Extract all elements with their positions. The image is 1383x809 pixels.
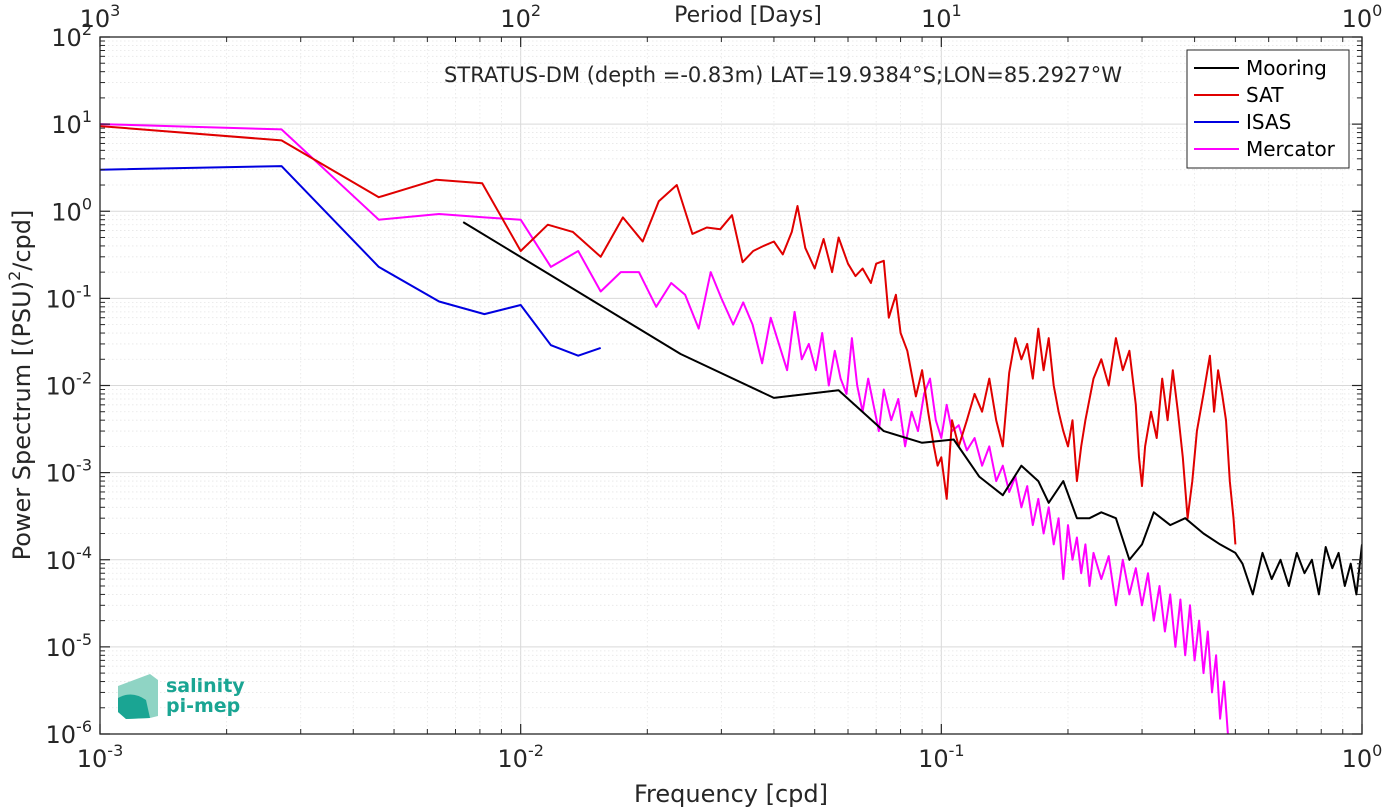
x-tick-label-base: 10 [1342, 745, 1373, 773]
top-tick-label-base: 10 [1342, 5, 1373, 33]
y-tick-label-exp: -3 [76, 456, 92, 475]
y-axis-label-main: Power Spectrum [(PSU) [8, 281, 36, 560]
y-tick-label: 10-5 [46, 630, 93, 662]
y-tick-label-exp: 1 [82, 107, 92, 126]
y-tick-label: 10-2 [46, 369, 93, 401]
y-tick-label: 102 [51, 20, 92, 52]
legend-label-mercator: Mercator [1246, 137, 1336, 161]
y-axis-label-sup: 2 [5, 271, 24, 281]
x-tick-label-base: 10 [77, 745, 108, 773]
y-tick-label-base: 10 [46, 634, 77, 662]
top-tick-label-base: 10 [80, 5, 111, 33]
x-tick-label: 10-1 [918, 741, 965, 773]
y-tick-label: 10-3 [46, 456, 93, 488]
y-tick-label-base: 10 [46, 373, 77, 401]
x-tick-label: 10-2 [497, 741, 544, 773]
y-tick-label-base: 10 [51, 111, 82, 139]
series-line-sat [100, 125, 1237, 545]
y-tick-label-exp: 2 [82, 20, 92, 39]
y-tick-label-exp: -5 [76, 630, 92, 649]
y-tick-label-base: 10 [51, 198, 82, 226]
y-tick-label-base: 10 [46, 721, 77, 749]
y-tick-label: 10-4 [46, 543, 93, 575]
y-tick-label-base: 10 [46, 460, 77, 488]
series-line-mooring [462, 221, 1362, 596]
logo-text-pimep: pi-mep [166, 695, 240, 717]
ticks [99, 36, 1363, 735]
top-tick-label: 100 [1342, 1, 1383, 33]
series-group [100, 123, 1362, 734]
y-tick-label-exp: -4 [76, 543, 92, 562]
x-axis-label: Frequency [cpd] [634, 780, 828, 808]
top-tick-label-exp: 0 [1372, 1, 1382, 20]
top-tick-label: 101 [921, 1, 962, 33]
top-tick-label-exp: 3 [110, 1, 120, 20]
legend-label-sat: SAT [1246, 83, 1284, 107]
top-tick-label-exp: 2 [531, 1, 541, 20]
x-tick-label-exp: -2 [528, 741, 544, 760]
top-tick-label-exp: 1 [952, 1, 962, 20]
series-line-isas [100, 165, 602, 357]
top-axis-label: Period [Days] [674, 3, 822, 28]
top-tick-label-base: 10 [500, 5, 531, 33]
y-tick-label-base: 10 [51, 24, 82, 52]
x-tick-label-base: 10 [918, 745, 949, 773]
y-axis-label: Power Spectrum [(PSU)2/cpd] [5, 210, 36, 561]
legend-label-mooring: Mooring [1246, 56, 1327, 80]
y-tick-label-exp: -6 [76, 717, 92, 736]
x-tick-label: 100 [1342, 741, 1383, 773]
y-tick-label: 101 [51, 107, 92, 139]
legend-label-isas: ISAS [1246, 110, 1291, 134]
y-tick-label: 10-6 [46, 717, 93, 749]
top-tick-label-base: 10 [921, 5, 952, 33]
logo-wave-mark-front [118, 694, 150, 719]
top-tick-label: 102 [500, 1, 541, 33]
y-tick-label-exp: -1 [76, 281, 92, 300]
y-tick-label-exp: 0 [82, 194, 92, 213]
salinity-pi-mep-logo: salinity pi-mep [118, 674, 245, 719]
y-tick-label: 10-1 [46, 281, 93, 313]
x-tick-label-exp: 0 [1372, 741, 1382, 760]
y-tick-label-base: 10 [46, 285, 77, 313]
y-tick-label: 100 [51, 194, 92, 226]
y-tick-label-base: 10 [46, 547, 77, 575]
y-axis-label-tail: /cpd] [8, 210, 36, 271]
logo-text-salinity: salinity [166, 675, 245, 697]
top-tick-label: 103 [80, 1, 121, 33]
x-tick-label-base: 10 [497, 745, 528, 773]
x-tick-label: 10-3 [77, 741, 124, 773]
y-tick-label-exp: -2 [76, 369, 92, 388]
chart-title: STRATUS-DM (depth =-0.83m) LAT=19.9384°S… [444, 63, 1122, 87]
x-tick-label-exp: -1 [949, 741, 965, 760]
x-tick-label-exp: -3 [107, 741, 123, 760]
legend: Mooring SAT ISAS Mercator [1186, 49, 1350, 169]
